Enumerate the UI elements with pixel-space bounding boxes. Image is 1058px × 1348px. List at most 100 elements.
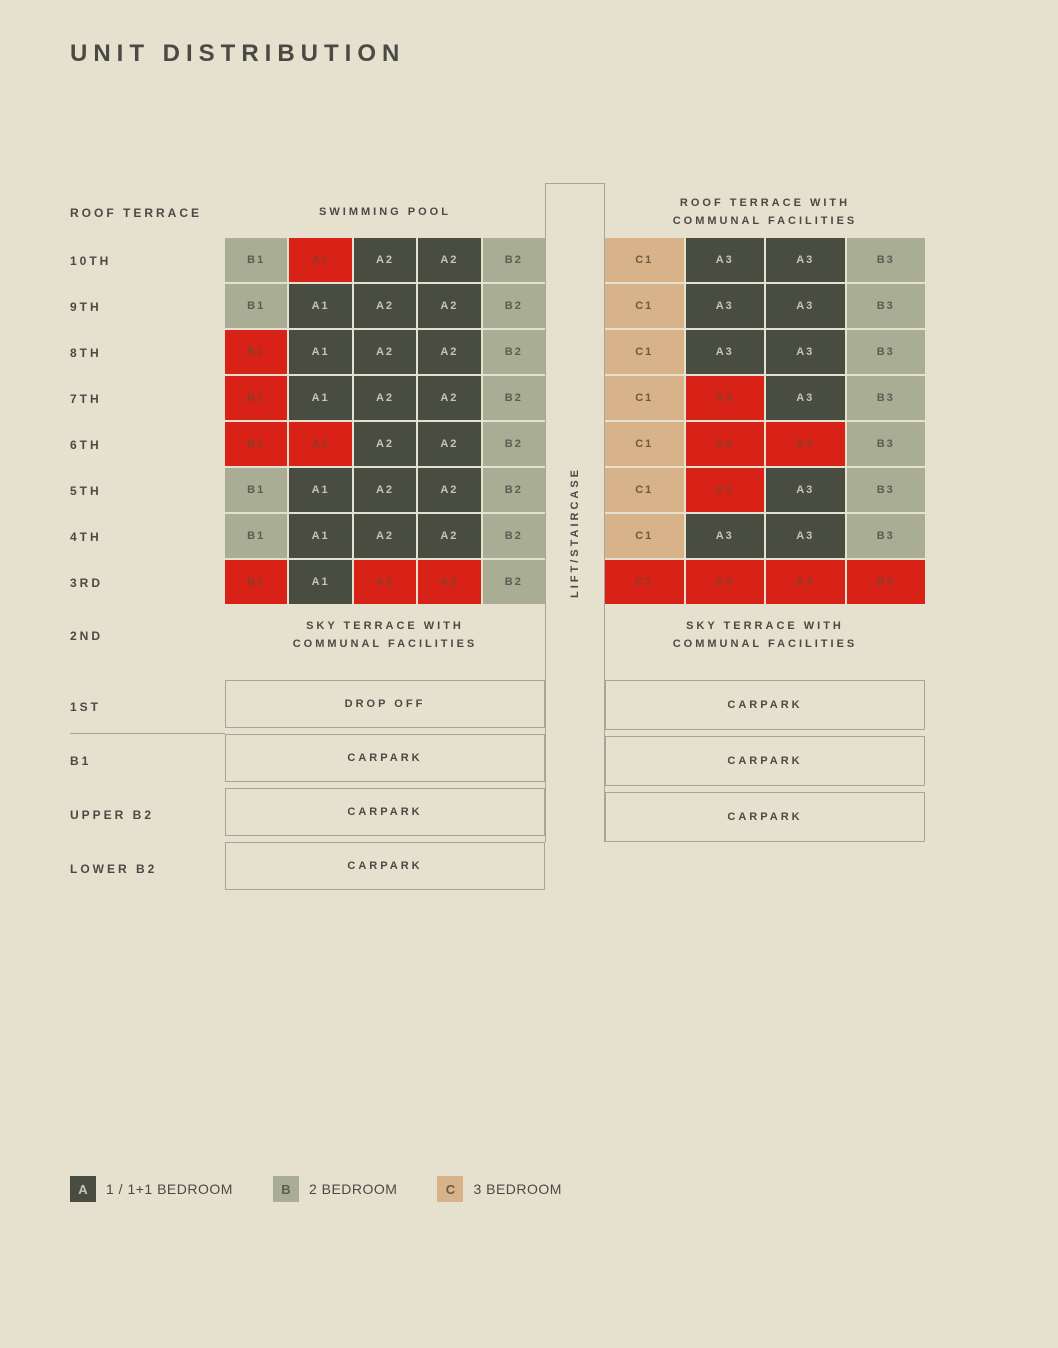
- unit-cell: A3: [686, 330, 765, 374]
- unit-cell: A2: [354, 514, 416, 558]
- unit-cell: B3: [847, 514, 926, 558]
- unit-cell: B2: [483, 284, 545, 328]
- unit-cell: A3: [686, 284, 765, 328]
- unit-row: B1A1A2A2B2: [225, 422, 545, 466]
- legend-swatch: A: [70, 1176, 96, 1202]
- left-block: SWIMMING POOL B1A1A2A2B2B1A1A2A2B2B1A1A2…: [225, 188, 545, 896]
- floor-label: 4TH: [70, 514, 225, 560]
- unit-row: C1A3A3B3: [605, 284, 925, 328]
- unit-cell: B3: [847, 330, 926, 374]
- floor-label: 10TH: [70, 238, 225, 284]
- unit-cell: A2: [354, 560, 416, 604]
- legend-item: A 1 / 1+1 BEDROOM: [70, 1176, 233, 1202]
- unit-cell: B1: [225, 514, 287, 558]
- swimming-pool-header: SWIMMING POOL: [225, 188, 545, 238]
- unit-cell: A3: [766, 468, 845, 512]
- unit-cell: B3: [847, 468, 926, 512]
- unit-cell: A2: [354, 376, 416, 420]
- roof-terrace-label: ROOF TERRACE: [70, 188, 225, 238]
- unit-cell: A2: [354, 330, 416, 374]
- legend-swatch: C: [437, 1176, 463, 1202]
- basement-label: UPPER B2: [70, 788, 225, 842]
- unit-cell: B3: [847, 284, 926, 328]
- unit-cell: A2: [354, 422, 416, 466]
- unit-cell: C1: [605, 284, 684, 328]
- unit-cell: B2: [483, 238, 545, 282]
- legend-label: 1 / 1+1 BEDROOM: [106, 1181, 233, 1197]
- unit-cell: C1: [605, 422, 684, 466]
- unit-cell: B1: [225, 560, 287, 604]
- legend-item: C3 BEDROOM: [437, 1176, 562, 1202]
- unit-cell: A3: [686, 560, 765, 604]
- unit-row: B1A1A2A2B2: [225, 330, 545, 374]
- unit-cell: A3: [766, 238, 845, 282]
- unit-cell: A3: [766, 330, 845, 374]
- unit-cell: A2: [354, 284, 416, 328]
- unit-cell: A2: [418, 238, 480, 282]
- legend-swatch: B: [273, 1176, 299, 1202]
- unit-cell: A2: [418, 560, 480, 604]
- unit-row: B1A1A2A2B2: [225, 284, 545, 328]
- unit-cell: A3: [766, 514, 845, 558]
- unit-cell: A1: [289, 514, 351, 558]
- unit-cell: A3: [766, 560, 845, 604]
- unit-cell: C1: [605, 560, 684, 604]
- unit-row: C1A3A3B3: [605, 238, 925, 282]
- basement-box: CARPARK: [605, 680, 925, 730]
- lift-staircase-label: LIFT/STAIRCASE: [569, 467, 581, 598]
- unit-cell: B2: [483, 514, 545, 558]
- unit-cell: A2: [354, 468, 416, 512]
- floor-label: 6TH: [70, 422, 225, 468]
- unit-cell: A3: [766, 422, 845, 466]
- basement-box: CARPARK: [605, 736, 925, 786]
- basement-label: LOWER B2: [70, 842, 225, 896]
- unit-cell: B2: [483, 560, 545, 604]
- unit-cell: C1: [605, 468, 684, 512]
- unit-cell: A3: [686, 514, 765, 558]
- unit-cell: A3: [766, 284, 845, 328]
- unit-row: B1A1A2A2B2: [225, 238, 545, 282]
- basement-box: CARPARK: [225, 788, 545, 836]
- unit-row: B1A1A2A2B2: [225, 376, 545, 420]
- unit-cell: B1: [225, 422, 287, 466]
- floor-labels-column: ROOF TERRACE 10TH9TH8TH7TH6TH5TH4TH3RD 2…: [70, 188, 225, 896]
- unit-cell: A1: [289, 330, 351, 374]
- basement-box: CARPARK: [225, 734, 545, 782]
- unit-cell: A2: [418, 468, 480, 512]
- unit-cell: A2: [354, 238, 416, 282]
- basement-label: B1: [70, 734, 225, 788]
- unit-cell: B1: [225, 376, 287, 420]
- unit-cell: A2: [418, 422, 480, 466]
- unit-distribution-diagram: ROOF TERRACE 10TH9TH8TH7TH6TH5TH4TH3RD 2…: [70, 188, 988, 896]
- unit-cell: A3: [686, 468, 765, 512]
- unit-cell: A1: [289, 560, 351, 604]
- unit-cell: A2: [418, 330, 480, 374]
- unit-row: B1A1A2A2B2: [225, 468, 545, 512]
- unit-row: C1A3A3B3: [605, 468, 925, 512]
- unit-row: B1A1A2A2B2: [225, 560, 545, 604]
- unit-cell: A1: [289, 238, 351, 282]
- unit-cell: B2: [483, 330, 545, 374]
- unit-cell: B3: [847, 560, 926, 604]
- unit-cell: A1: [289, 284, 351, 328]
- basement-label: 1ST: [70, 680, 225, 734]
- right-block: ROOF TERRACE WITHCOMMUNAL FACILITIES C1A…: [605, 188, 925, 896]
- unit-row: C1A3A3B3: [605, 376, 925, 420]
- unit-cell: A2: [418, 376, 480, 420]
- unit-cell: B2: [483, 468, 545, 512]
- floor-label: 7TH: [70, 376, 225, 422]
- legend-item: B2 BEDROOM: [273, 1176, 398, 1202]
- unit-cell: C1: [605, 330, 684, 374]
- floor-label: 3RD: [70, 560, 225, 606]
- basement-box: CARPARK: [605, 792, 925, 842]
- page-title: UNIT DISTRIBUTION: [70, 40, 988, 68]
- basement-box: CARPARK: [225, 842, 545, 890]
- unit-cell: B2: [483, 422, 545, 466]
- unit-cell: B1: [225, 468, 287, 512]
- unit-row: C1A3A3B3: [605, 560, 925, 604]
- unit-cell: C1: [605, 514, 684, 558]
- roof-terrace-communal-header: ROOF TERRACE WITHCOMMUNAL FACILITIES: [605, 188, 925, 238]
- basement-box: DROP OFF: [225, 680, 545, 728]
- right-sky-terrace: SKY TERRACE WITHCOMMUNAL FACILITIES: [605, 606, 925, 666]
- left-sky-terrace: SKY TERRACE WITHCOMMUNAL FACILITIES: [225, 606, 545, 666]
